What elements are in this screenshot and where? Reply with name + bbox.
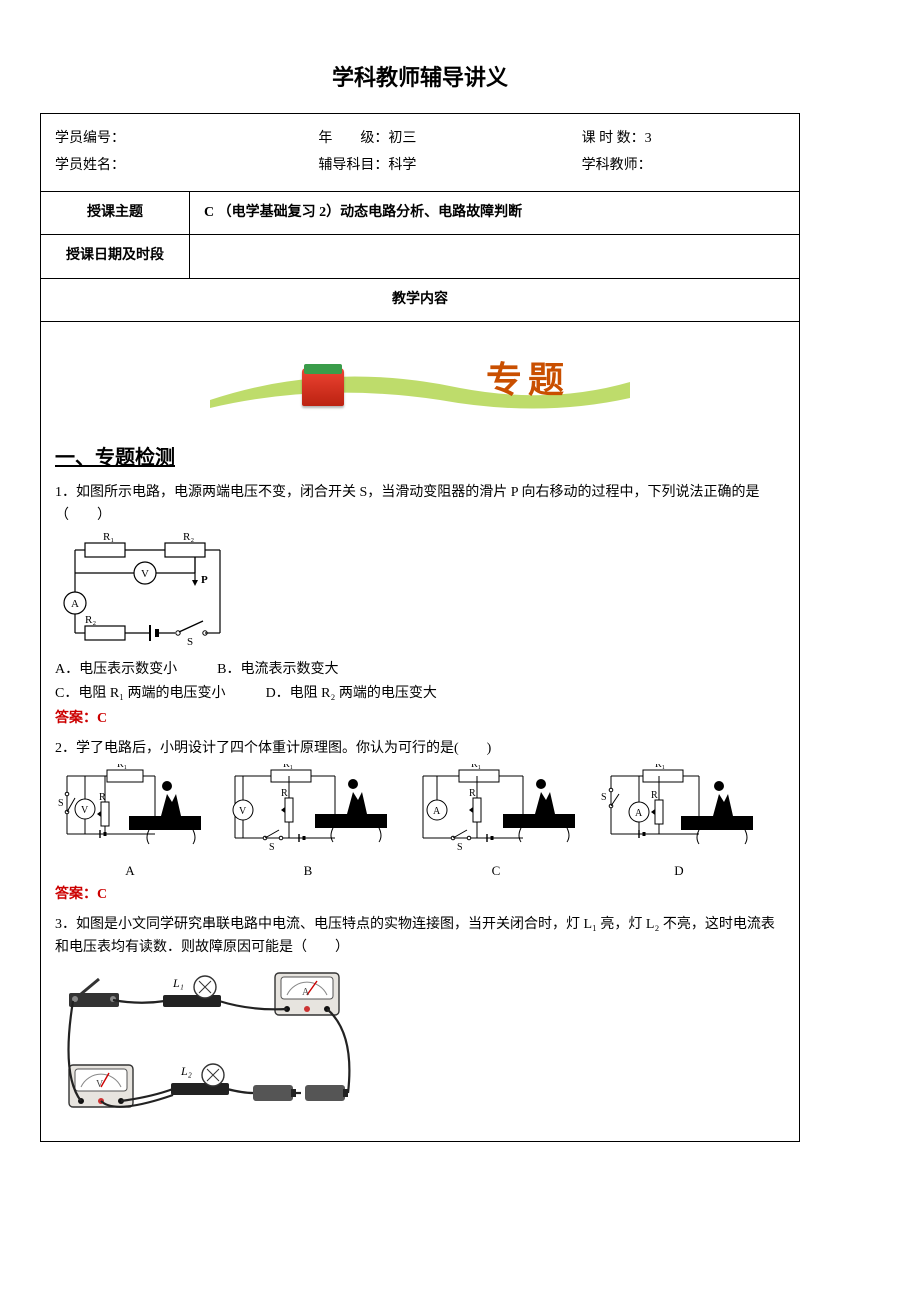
svg-text:R₁: R₁: [117, 764, 127, 770]
q3-text: 3．如图是小文同学研究串联电路中电流、电压特点的实物连接图，当开关闭合时，灯 L…: [55, 914, 785, 959]
q2-label-b: B: [223, 861, 393, 882]
svg-text:R₁: R₁: [103, 533, 114, 543]
date-value: [190, 235, 800, 278]
q2-answer: 答案：C: [55, 884, 785, 906]
hours-value: 3: [645, 131, 652, 146]
q2-diagram-c: R₁ A R S: [411, 764, 581, 882]
q3-circuit-diagram: L₁ A V: [55, 965, 375, 1125]
svg-text:L₂: L₂: [180, 1064, 192, 1078]
svg-text:S: S: [457, 842, 463, 853]
svg-text:R₂: R₂: [85, 614, 96, 626]
hours-label: 课 时 数：: [582, 131, 645, 146]
svg-text:S: S: [187, 636, 193, 648]
svg-text:S: S: [269, 842, 275, 853]
student-id-label: 学员编号：: [55, 128, 258, 150]
student-info-row: 学员编号： 年 级：初三 课 时 数：3 学员姓名： 辅导科目：科学 学科教师：: [41, 114, 800, 192]
svg-text:V: V: [239, 806, 247, 817]
svg-text:S: S: [601, 792, 607, 803]
q2-label-d: D: [599, 861, 759, 882]
q2-diagram-a: R₁ S V R: [55, 764, 205, 882]
svg-text:A: A: [635, 808, 643, 819]
svg-text:A: A: [71, 598, 79, 610]
q1-option-a: A．电压表示数变小: [55, 659, 177, 681]
q2-label-a: A: [55, 861, 205, 882]
svg-text:A: A: [302, 987, 310, 998]
lesson-table: 学员编号： 年 级：初三 课 时 数：3 学员姓名： 辅导科目：科学 学科教师：…: [40, 113, 800, 1142]
date-row: 授课日期及时段: [41, 235, 800, 278]
q1-option-b: B．电流表示数变大: [217, 659, 338, 681]
topic-row: 授课主题 C （电学基础复习 2）动态电路分析、电路故障判断: [41, 191, 800, 234]
svg-text:R: R: [469, 788, 476, 799]
topic-label: 授课主题: [41, 191, 190, 234]
q1-circuit-diagram: R₁ R₂ V P A R₂: [55, 533, 235, 653]
grade-label: 年 级：: [318, 131, 388, 146]
q1-option-d: D．电阻 R₂ 两端的电压变大: [266, 683, 437, 705]
content-row: 专题 一、专题检测 1．如图所示电路，电源两端电压不变，闭合开关 S，当滑动变阻…: [41, 322, 800, 1142]
svg-text:A: A: [433, 806, 441, 817]
q1-options-row-2: C．电阻 R₁ 两端的电压变小 D．电阻 R₂ 两端的电压变大: [55, 683, 785, 705]
date-label: 授课日期及时段: [41, 235, 190, 278]
svg-text:R₁: R₁: [283, 764, 293, 770]
section-1-heading: 一、专题检测: [55, 442, 785, 474]
subject-label: 辅导科目：: [318, 158, 388, 173]
banner-text: 专题: [486, 352, 570, 410]
teacher-label: 学科教师：: [582, 158, 652, 173]
svg-text:V: V: [81, 805, 89, 816]
svg-text:R₁: R₁: [655, 764, 665, 770]
svg-text:P: P: [201, 574, 208, 586]
svg-text:R₂: R₂: [183, 533, 194, 543]
q2-text: 2．学了电路后，小明设计了四个体重计原理图。你认为可行的是( ): [55, 738, 785, 760]
svg-text:R: R: [651, 790, 658, 801]
q2-diagram-b: R₁ V R: [223, 764, 393, 882]
svg-text:R₁: R₁: [471, 764, 481, 770]
topic-value: C （电学基础复习 2）动态电路分析、电路故障判断: [190, 191, 800, 234]
q1-option-c: C．电阻 R₁ 两端的电压变小: [55, 683, 226, 705]
grade-value: 初三: [388, 131, 416, 146]
svg-text:V: V: [141, 568, 149, 580]
content-header-row: 教学内容: [41, 278, 800, 321]
q1-text: 1．如图所示电路，电源两端电压不变，闭合开关 S，当滑动变阻器的滑片 P 向右移…: [55, 482, 785, 527]
student-name-label: 学员姓名：: [55, 155, 258, 177]
svg-text:S: S: [58, 798, 64, 809]
q2-diagram-d: R₁ S A R: [599, 764, 759, 882]
q1-options-row-1: A．电压表示数变小 B．电流表示数变大: [55, 659, 785, 681]
q1-answer: 答案：C: [55, 708, 785, 730]
q2-label-c: C: [411, 861, 581, 882]
content-header: 教学内容: [41, 278, 800, 321]
q2-diagram-group: R₁ S V R: [55, 764, 785, 882]
svg-text:V: V: [96, 1079, 104, 1090]
svg-text:R: R: [281, 788, 288, 799]
subject-value: 科学: [388, 158, 416, 173]
topic-banner: 专题: [210, 342, 630, 422]
svg-text:L₁: L₁: [172, 976, 184, 990]
book-icon: [302, 368, 344, 406]
page-title: 学科教师辅导讲义: [40, 60, 800, 95]
